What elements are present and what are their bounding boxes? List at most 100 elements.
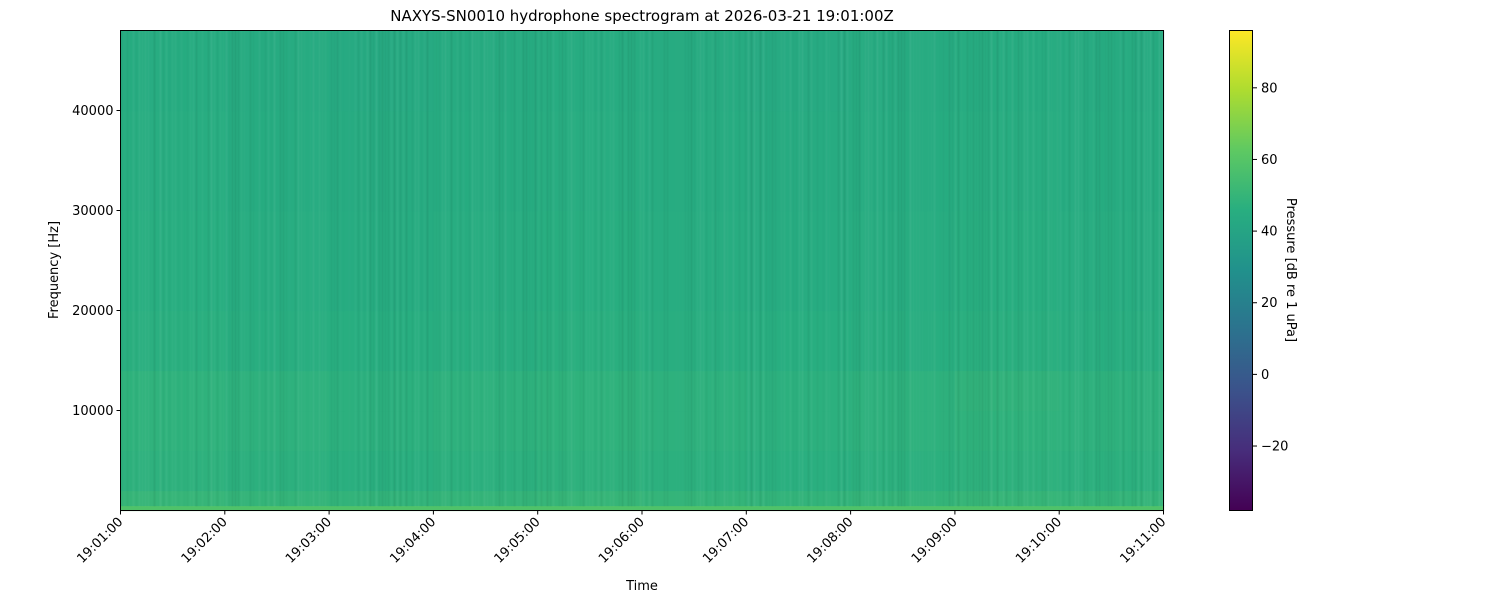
texture-streak <box>436 31 438 507</box>
texture-streak <box>1152 30 1155 507</box>
texture-streak <box>144 30 147 507</box>
heatmap-cell <box>746 310 852 372</box>
texture-streak <box>874 31 876 507</box>
heatmap-cell <box>329 410 434 452</box>
heatmap-cell <box>120 210 226 312</box>
heatmap-cell <box>1059 490 1165 507</box>
texture-streak <box>673 31 675 507</box>
texture-streak <box>835 31 837 507</box>
texture-streak <box>444 30 447 507</box>
texture-streak <box>544 31 546 507</box>
texture-streak <box>1084 31 1086 507</box>
texture-streak <box>964 31 966 507</box>
texture-streak <box>1149 30 1152 507</box>
texture-streak <box>661 31 663 507</box>
texture-streak <box>1132 31 1134 507</box>
texture-streak <box>271 31 273 507</box>
texture-streak <box>442 31 444 507</box>
heatmap-cell <box>642 450 747 492</box>
colorbar-tick-label: 60 <box>1261 153 1278 168</box>
texture-streak <box>895 31 897 507</box>
texture-streak <box>244 31 246 507</box>
texture-streak <box>933 30 936 507</box>
texture-streak <box>619 31 621 507</box>
heatmap-cell <box>537 505 643 512</box>
heatmap-cell <box>1059 210 1165 312</box>
texture-streak <box>931 31 933 507</box>
texture-streak <box>388 31 390 507</box>
texture-streak <box>148 31 150 507</box>
texture-streak <box>331 31 333 507</box>
heatmap-cell <box>746 30 852 112</box>
heatmap-cell <box>954 210 1060 312</box>
texture-streak <box>1015 31 1017 507</box>
texture-streak <box>1032 30 1035 507</box>
texture-streak <box>757 31 759 507</box>
texture-streak <box>1087 31 1089 507</box>
texture-streak <box>532 31 534 507</box>
texture-streak <box>592 31 594 507</box>
texture-streak <box>799 31 801 507</box>
colorbar-tick-label: 0 <box>1261 368 1269 383</box>
texture-streak <box>625 31 627 507</box>
texture-streak <box>265 31 267 507</box>
heatmap-cell <box>954 505 1060 512</box>
texture-streak <box>601 31 603 507</box>
texture-streak <box>996 30 999 507</box>
texture-streak <box>178 31 180 507</box>
texture-streak <box>199 31 201 507</box>
texture-streak <box>1134 30 1137 507</box>
texture-streak <box>1023 30 1026 507</box>
texture-streak <box>892 31 894 507</box>
texture-streak <box>1093 31 1095 507</box>
texture-streak <box>253 31 255 507</box>
texture-streak <box>292 31 294 507</box>
texture-streak <box>699 30 702 507</box>
texture-streak <box>471 30 474 507</box>
texture-streak <box>568 31 570 507</box>
texture-streak <box>172 31 174 507</box>
heatmap-cell <box>224 110 330 212</box>
texture-streak <box>706 31 708 507</box>
texture-streak <box>256 31 258 507</box>
texture-streak <box>463 31 465 507</box>
texture-streak <box>412 31 414 507</box>
texture-streak <box>676 31 678 507</box>
texture-streak <box>1137 30 1140 507</box>
texture-streak <box>981 30 984 507</box>
heatmap-cell <box>537 370 643 412</box>
heatmap-cell <box>1059 505 1165 512</box>
texture-streak <box>955 31 957 507</box>
heatmap-cell <box>642 410 747 452</box>
texture-streak <box>589 31 591 507</box>
texture-streak <box>514 31 516 507</box>
texture-streak <box>1081 31 1083 507</box>
texture-streak <box>727 31 729 507</box>
texture-streak <box>1110 30 1113 507</box>
texture-streak <box>742 31 744 507</box>
texture-streak <box>448 31 450 507</box>
texture-streak <box>586 31 588 507</box>
texture-streak <box>832 31 834 507</box>
texture-streak <box>159 30 162 507</box>
texture-streak <box>316 31 318 507</box>
texture-streak <box>940 31 942 507</box>
x-tick-label: 19:06:00 <box>596 515 648 567</box>
texture-streak <box>970 31 972 507</box>
texture-streak <box>604 31 606 507</box>
texture-streak <box>319 31 321 507</box>
texture-streak <box>286 31 288 507</box>
texture-streak <box>787 31 789 507</box>
texture-streak <box>778 31 780 507</box>
texture-streak <box>210 30 213 507</box>
texture-streak <box>498 30 501 507</box>
texture-streak <box>205 31 207 507</box>
texture-streak <box>595 31 597 507</box>
texture-streak <box>304 31 306 507</box>
x-tick-label: 19:11:00 <box>1117 515 1169 567</box>
texture-streak <box>793 31 795 507</box>
texture-streak <box>430 31 432 507</box>
heatmap-cell <box>224 30 330 112</box>
texture-streak <box>391 31 393 507</box>
